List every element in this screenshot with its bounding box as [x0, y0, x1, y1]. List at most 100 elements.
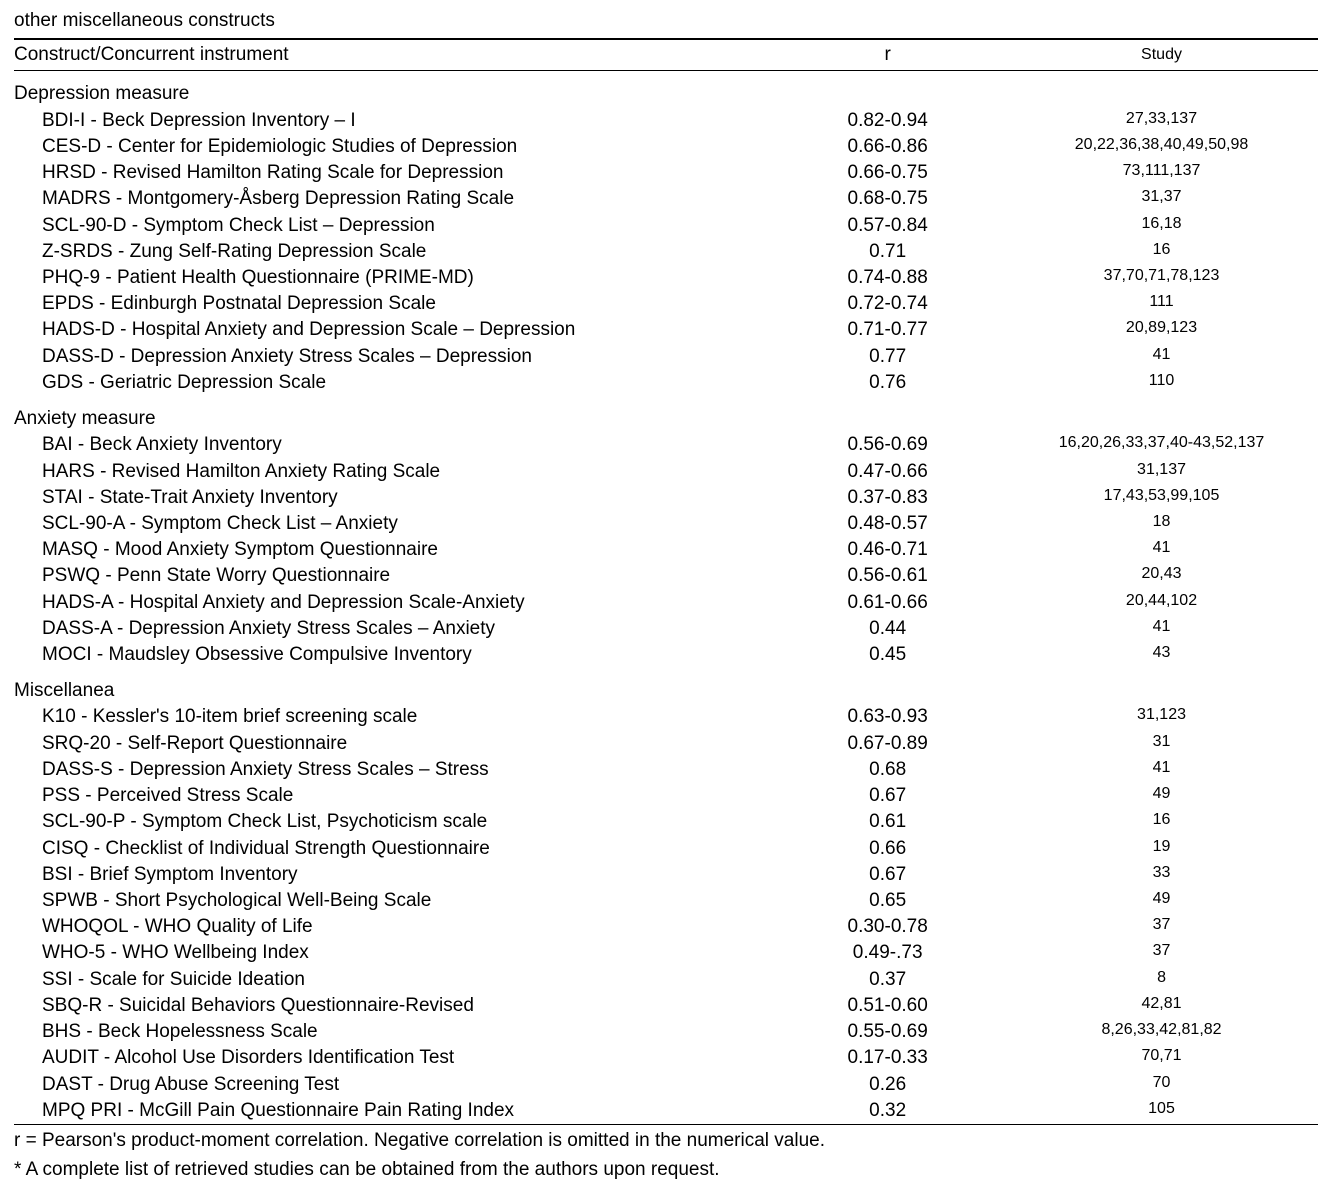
table-footnote: r = Pearson's product-moment correlation…	[14, 1128, 1318, 1154]
table-row: HADS-D - Hospital Anxiety and Depression…	[14, 317, 1318, 343]
table-row: HADS-A - Hospital Anxiety and Depression…	[14, 590, 1318, 616]
instrument-name: SCL-90-D - Symptom Check List – Depressi…	[14, 213, 770, 239]
study-refs: 16,18	[1005, 213, 1318, 239]
correlation-value: 0.67	[770, 783, 1005, 809]
table-row: MADRS - Montgomery-Åsberg Depression Rat…	[14, 186, 1318, 212]
study-refs: 18	[1005, 511, 1318, 537]
instrument-name: MASQ - Mood Anxiety Symptom Questionnair…	[14, 537, 770, 563]
study-refs: 19	[1005, 836, 1318, 862]
table-row: SPWB - Short Psychological Well-Being Sc…	[14, 888, 1318, 914]
table-row: EPDS - Edinburgh Postnatal Depression Sc…	[14, 291, 1318, 317]
instrument-name: AUDIT - Alcohol Use Disorders Identifica…	[14, 1045, 770, 1071]
section-label: Miscellanea	[14, 668, 1318, 704]
instrument-name: WHO-5 - WHO Wellbeing Index	[14, 940, 770, 966]
table-row: AUDIT - Alcohol Use Disorders Identifica…	[14, 1045, 1318, 1071]
instrument-name: WHOQOL - WHO Quality of Life	[14, 914, 770, 940]
table-row: GDS - Geriatric Depression Scale0.76110	[14, 370, 1318, 396]
instrument-name: CISQ - Checklist of Individual Strength …	[14, 836, 770, 862]
correlation-value: 0.72-0.74	[770, 291, 1005, 317]
study-refs: 17,43,53,99,105	[1005, 485, 1318, 511]
study-refs: 41	[1005, 344, 1318, 370]
table-row: CISQ - Checklist of Individual Strength …	[14, 836, 1318, 862]
instrument-name: EPDS - Edinburgh Postnatal Depression Sc…	[14, 291, 770, 317]
correlation-value: 0.37-0.83	[770, 485, 1005, 511]
correlation-value: 0.82-0.94	[770, 108, 1005, 134]
instrument-name: CES-D - Center for Epidemiologic Studies…	[14, 134, 770, 160]
table-row: MPQ PRI - McGill Pain Questionnaire Pain…	[14, 1098, 1318, 1124]
correlation-value: 0.17-0.33	[770, 1045, 1005, 1071]
table-row: SCL-90-P - Symptom Check List, Psychotic…	[14, 809, 1318, 835]
instrument-name: DAST - Drug Abuse Screening Test	[14, 1072, 770, 1098]
table-row: SCL-90-A - Symptom Check List – Anxiety0…	[14, 511, 1318, 537]
instrument-name: BSI - Brief Symptom Inventory	[14, 862, 770, 888]
study-refs: 31,37	[1005, 186, 1318, 212]
correlation-value: 0.32	[770, 1098, 1005, 1124]
instrument-name: HADS-A - Hospital Anxiety and Depression…	[14, 590, 770, 616]
instrument-name: GDS - Geriatric Depression Scale	[14, 370, 770, 396]
section-label-row: Anxiety measure	[14, 396, 1318, 432]
section-label-row: Miscellanea	[14, 668, 1318, 704]
instrument-name: SSI - Scale for Suicide Ideation	[14, 967, 770, 993]
instrument-name: SBQ-R - Suicidal Behaviors Questionnaire…	[14, 993, 770, 1019]
study-refs: 8	[1005, 967, 1318, 993]
study-refs: 110	[1005, 370, 1318, 396]
correlation-value: 0.47-0.66	[770, 459, 1005, 485]
instrument-name: DASS-D - Depression Anxiety Stress Scale…	[14, 344, 770, 370]
correlation-value: 0.56-0.69	[770, 432, 1005, 458]
instrument-name: DASS-A - Depression Anxiety Stress Scale…	[14, 616, 770, 642]
header-study: Study	[1005, 39, 1318, 71]
table-row: DAST - Drug Abuse Screening Test0.2670	[14, 1072, 1318, 1098]
instrument-name: HRSD - Revised Hamilton Rating Scale for…	[14, 160, 770, 186]
correlation-value: 0.37	[770, 967, 1005, 993]
table-row: HRSD - Revised Hamilton Rating Scale for…	[14, 160, 1318, 186]
study-refs: 49	[1005, 888, 1318, 914]
table-row: BSI - Brief Symptom Inventory0.6733	[14, 862, 1318, 888]
table-row: PSS - Perceived Stress Scale0.6749	[14, 783, 1318, 809]
correlation-value: 0.67	[770, 862, 1005, 888]
correlation-value: 0.55-0.69	[770, 1019, 1005, 1045]
instrument-name: PHQ-9 - Patient Health Questionnaire (PR…	[14, 265, 770, 291]
study-refs: 16	[1005, 809, 1318, 835]
correlation-value: 0.46-0.71	[770, 537, 1005, 563]
study-refs: 8,26,33,42,81,82	[1005, 1019, 1318, 1045]
study-refs: 20,89,123	[1005, 317, 1318, 343]
study-refs: 27,33,137	[1005, 108, 1318, 134]
table-row: BDI-I - Beck Depression Inventory – I0.8…	[14, 108, 1318, 134]
table-row: Z-SRDS - Zung Self-Rating Depression Sca…	[14, 239, 1318, 265]
instrument-name: STAI - State-Trait Anxiety Inventory	[14, 485, 770, 511]
table-footnote: * A complete list of retrieved studies c…	[14, 1157, 1318, 1183]
study-refs: 37	[1005, 914, 1318, 940]
correlation-value: 0.44	[770, 616, 1005, 642]
correlation-value: 0.48-0.57	[770, 511, 1005, 537]
correlation-value: 0.66-0.86	[770, 134, 1005, 160]
correlation-value: 0.76	[770, 370, 1005, 396]
section-label-row: Depression measure	[14, 71, 1318, 108]
table-row: SSI - Scale for Suicide Ideation0.378	[14, 967, 1318, 993]
correlation-value: 0.68-0.75	[770, 186, 1005, 212]
table-row: WHO-5 - WHO Wellbeing Index0.49-.7337	[14, 940, 1318, 966]
study-refs: 41	[1005, 757, 1318, 783]
correlation-value: 0.65	[770, 888, 1005, 914]
table-row: STAI - State-Trait Anxiety Inventory0.37…	[14, 485, 1318, 511]
correlation-value: 0.57-0.84	[770, 213, 1005, 239]
correlation-value: 0.49-.73	[770, 940, 1005, 966]
study-refs: 31,137	[1005, 459, 1318, 485]
table-row: PSWQ - Penn State Worry Questionnaire0.5…	[14, 563, 1318, 589]
study-refs: 49	[1005, 783, 1318, 809]
study-refs: 41	[1005, 616, 1318, 642]
header-r: r	[770, 39, 1005, 71]
table-row: DASS-S - Depression Anxiety Stress Scale…	[14, 757, 1318, 783]
table-row: HARS - Revised Hamilton Anxiety Rating S…	[14, 459, 1318, 485]
section-label: Anxiety measure	[14, 396, 1318, 432]
correlation-value: 0.56-0.61	[770, 563, 1005, 589]
instrument-name: K10 - Kessler's 10-item brief screening …	[14, 704, 770, 730]
section-label: Depression measure	[14, 71, 1318, 108]
study-refs: 31,123	[1005, 704, 1318, 730]
study-refs: 20,43	[1005, 563, 1318, 589]
table-row: CES-D - Center for Epidemiologic Studies…	[14, 134, 1318, 160]
study-refs: 16	[1005, 239, 1318, 265]
correlation-value: 0.71-0.77	[770, 317, 1005, 343]
study-refs: 41	[1005, 537, 1318, 563]
correlation-value: 0.66	[770, 836, 1005, 862]
study-refs: 70	[1005, 1072, 1318, 1098]
